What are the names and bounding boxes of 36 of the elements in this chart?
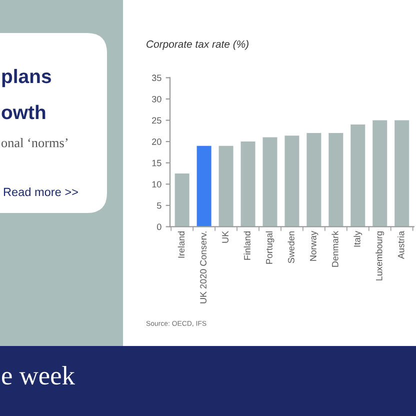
text: owth	[2, 104, 46, 120]
bar	[262, 137, 278, 227]
x-tick-label: Italy	[354, 230, 362, 247]
text: e week	[2, 366, 75, 385]
x-tick-label: Luxembourg	[376, 231, 384, 280]
y-tick-label: 5	[157, 202, 162, 209]
x-tick-label: UK	[222, 230, 228, 243]
bar	[218, 146, 234, 227]
bar	[350, 124, 366, 227]
bar	[394, 120, 410, 227]
bar	[240, 142, 256, 227]
x-tick-label: Portugal	[266, 231, 274, 264]
bar	[284, 136, 300, 227]
y-tick-label: 25	[152, 117, 162, 124]
y-tick-label: 15	[152, 160, 162, 166]
bar	[174, 173, 190, 227]
bar	[328, 133, 344, 227]
text: onal ‘norms’	[2, 138, 68, 148]
bar	[196, 146, 212, 227]
x-tick-label: UK 2020 Conserv.	[200, 232, 206, 304]
x-tick-label: Austria	[398, 230, 404, 259]
bar	[372, 120, 388, 227]
y-tick-label: 35	[152, 74, 162, 82]
x-tick-label: Norway	[310, 230, 318, 261]
x-tick-label: Denmark	[332, 230, 338, 267]
x-tick-label: Sweden	[288, 231, 294, 264]
y-tick-label: 20	[152, 138, 162, 145]
x-tick-label: Ireland	[178, 231, 185, 258]
y-tick-label: 30	[152, 96, 162, 102]
y-tick-label: 10	[152, 181, 162, 188]
x-tick-label: Finland	[244, 231, 250, 260]
text: plans	[2, 68, 51, 88]
y-tick-label: 0	[157, 224, 162, 230]
bar	[306, 133, 322, 227]
text: Read more >>	[4, 188, 78, 196]
chart-title: Corporate tax rate (%)	[146, 40, 248, 50]
